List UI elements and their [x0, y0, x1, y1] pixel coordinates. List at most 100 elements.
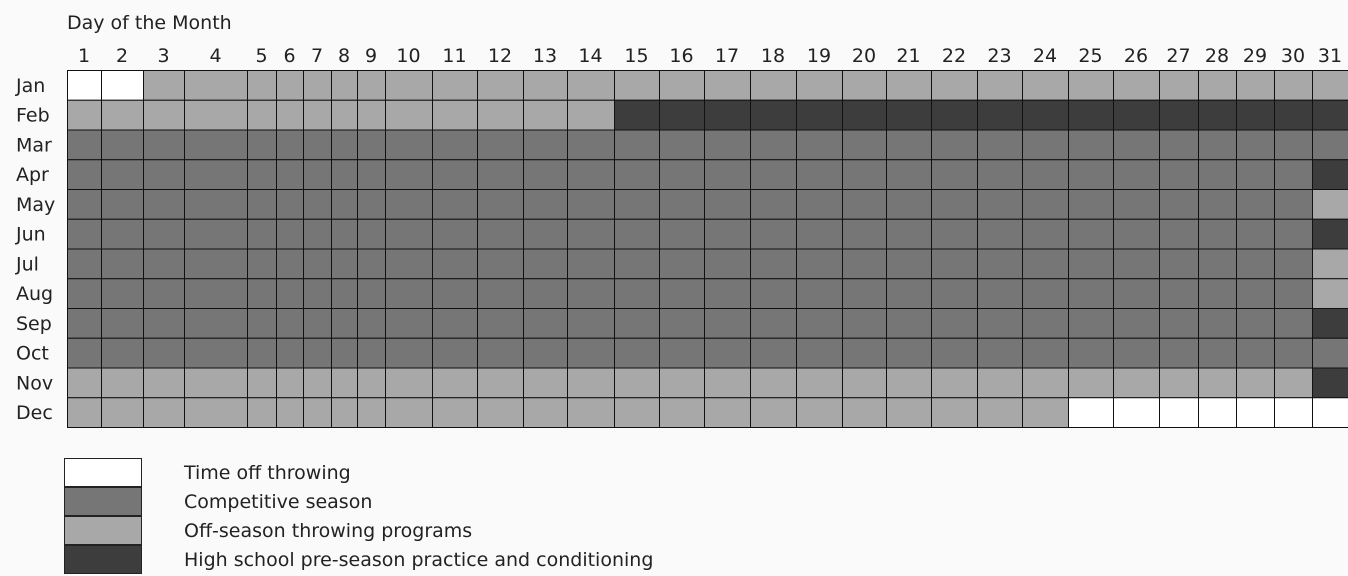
day-cell	[1068, 129, 1114, 161]
day-cell	[704, 129, 751, 161]
day-cell	[659, 159, 705, 190]
day-cell	[184, 70, 248, 101]
day-cell	[1022, 367, 1069, 399]
day-cell	[1113, 99, 1160, 131]
month-label: Jul	[15, 253, 39, 275]
day-cell	[886, 337, 932, 369]
day-cell	[303, 189, 332, 220]
day-cell	[1022, 397, 1069, 428]
day-cell	[1113, 397, 1160, 428]
day-cell	[67, 129, 102, 161]
day-cell	[977, 70, 1023, 101]
day-cell	[1113, 278, 1160, 309]
day-cell	[842, 99, 887, 131]
day-cell	[1236, 189, 1275, 220]
day-cell	[567, 278, 615, 309]
day-label: 25	[1078, 45, 1102, 67]
month-label: May	[16, 194, 55, 216]
day-cell	[385, 159, 433, 190]
day-cell	[184, 337, 248, 369]
day-label: 5	[255, 45, 267, 67]
day-cell	[1022, 129, 1069, 161]
day-cell	[477, 70, 524, 101]
day-cell	[1113, 218, 1160, 250]
day-cell	[247, 129, 277, 161]
day-cell	[931, 397, 978, 428]
day-label: 4	[209, 45, 221, 67]
day-cell	[750, 218, 797, 250]
day-cell	[432, 129, 478, 161]
day-cell	[977, 337, 1023, 369]
day-cell	[931, 337, 978, 369]
day-cell	[931, 189, 978, 220]
day-cell	[184, 278, 248, 309]
day-cell	[303, 397, 332, 428]
month-label: Jun	[15, 224, 46, 246]
day-cell	[1113, 367, 1160, 399]
month-label: Apr	[16, 164, 49, 186]
day-cell	[357, 278, 386, 309]
day-cell	[567, 218, 615, 250]
day-cell	[1113, 308, 1160, 339]
day-cell	[750, 337, 797, 369]
day-cell	[886, 278, 932, 309]
day-cell	[931, 218, 978, 250]
day-cell	[523, 189, 568, 220]
day-cell	[977, 129, 1023, 161]
day-cell	[1274, 70, 1313, 101]
day-cell	[1068, 278, 1114, 309]
day-cell	[750, 129, 797, 161]
day-label: 27	[1166, 45, 1190, 67]
day-cell	[567, 189, 615, 220]
day-cell	[247, 99, 277, 131]
day-cell	[614, 397, 660, 428]
day-cell	[1159, 189, 1199, 220]
day-cell	[67, 248, 102, 280]
day-label: 26	[1124, 45, 1148, 67]
day-cell	[1312, 367, 1348, 399]
month-label: Dec	[16, 402, 53, 424]
day-cell	[276, 129, 304, 161]
day-cell	[704, 159, 751, 190]
day-cell	[1236, 337, 1275, 369]
day-cell	[614, 129, 660, 161]
day-cell	[977, 278, 1023, 309]
day-cell	[67, 278, 102, 309]
day-cell	[614, 248, 660, 280]
day-cell	[886, 129, 932, 161]
day-cell	[143, 70, 185, 101]
day-cell	[842, 278, 887, 309]
day-cell	[614, 337, 660, 369]
day-cell	[184, 308, 248, 339]
day-cell	[357, 397, 386, 428]
day-cell	[523, 397, 568, 428]
day-cell	[1022, 248, 1069, 280]
day-cell	[432, 159, 478, 190]
day-cell	[614, 367, 660, 399]
day-cell	[659, 367, 705, 399]
day-cell	[1274, 129, 1313, 161]
day-cell	[796, 308, 843, 339]
day-cell	[796, 99, 843, 131]
day-cell	[659, 278, 705, 309]
day-cell	[886, 189, 932, 220]
day-cell	[1113, 159, 1160, 190]
day-cell	[977, 367, 1023, 399]
day-cell	[101, 278, 144, 309]
day-cell	[750, 189, 797, 220]
day-cell	[523, 218, 568, 250]
day-cell	[143, 278, 185, 309]
day-cell	[303, 308, 332, 339]
day-cell	[1113, 189, 1160, 220]
day-cell	[101, 129, 144, 161]
day-cell	[303, 248, 332, 280]
day-cell	[477, 218, 524, 250]
legend-label: Off-season throwing programs	[184, 520, 473, 542]
day-cell	[357, 159, 386, 190]
day-cell	[67, 189, 102, 220]
day-cell	[303, 218, 332, 250]
day-cell	[886, 70, 932, 101]
day-cell	[704, 367, 751, 399]
day-cell	[1274, 367, 1313, 399]
day-cell	[1274, 397, 1313, 428]
